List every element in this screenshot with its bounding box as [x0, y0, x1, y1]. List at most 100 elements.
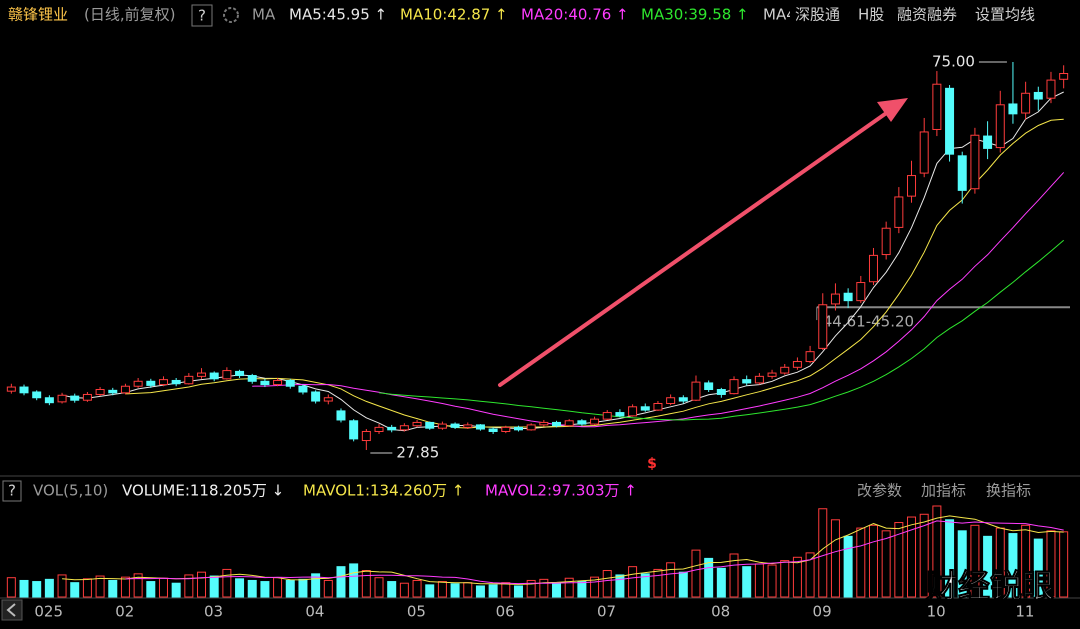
volume-label: VOLUME:118.205万 ↓	[122, 482, 284, 500]
candle-body	[704, 382, 714, 391]
mavol-label: MAVOL1:134.260万 ↑	[303, 482, 464, 500]
volume-bar	[44, 578, 54, 598]
tab[interactable]: 设置均线	[975, 6, 1035, 24]
volume-bar	[247, 579, 257, 598]
volume-bar	[387, 581, 397, 598]
candle-body	[881, 227, 891, 256]
volume-bar	[767, 564, 777, 598]
volume-bar	[235, 578, 245, 598]
volume-bar	[133, 573, 143, 598]
volume-bar	[222, 568, 232, 598]
candle-body	[615, 412, 625, 417]
button[interactable]: 加指标	[921, 482, 966, 500]
candle-body	[349, 420, 359, 440]
ma-label: MA20:40.76 ↑	[521, 6, 629, 24]
volume-bar	[868, 524, 878, 598]
x-tick-label: 07	[597, 603, 616, 621]
candle-body	[539, 421, 549, 426]
candle-body	[843, 292, 853, 302]
candle-body	[19, 386, 29, 394]
candle-body	[742, 379, 752, 384]
volume-bar	[919, 513, 929, 598]
volume-bar	[1008, 533, 1018, 598]
settings-icon[interactable]	[223, 7, 239, 23]
candle-body	[374, 426, 384, 432]
volume-bar	[983, 535, 993, 598]
volume-bar	[729, 553, 739, 598]
arrow-shaft	[498, 112, 887, 387]
volume-bar	[640, 573, 650, 598]
button[interactable]: 改参数	[857, 482, 902, 500]
help[interactable]: ?	[8, 482, 16, 500]
volume-bar	[932, 505, 942, 598]
candle-body	[285, 379, 295, 387]
volume-bar	[513, 585, 523, 598]
candle-body	[184, 375, 194, 385]
volume-bar	[399, 582, 409, 598]
candle-body	[1059, 73, 1069, 80]
help[interactable]: ?	[198, 7, 206, 25]
arrow-head	[877, 98, 908, 122]
volume-bar	[6, 577, 16, 598]
volume-bar	[120, 576, 130, 598]
tab[interactable]: H股	[858, 6, 884, 24]
x-tick-label: 08	[711, 603, 730, 621]
candle-body	[247, 375, 257, 382]
candle-body	[780, 366, 790, 374]
help-box[interactable]	[2, 480, 22, 502]
volume-bar	[349, 563, 359, 598]
volume-bar	[323, 579, 333, 598]
ma-prefix: MA	[252, 6, 276, 24]
tab[interactable]: 融资融券	[897, 6, 957, 24]
volume-bar	[298, 578, 308, 598]
candle-body	[146, 380, 156, 386]
candle-body	[6, 386, 16, 392]
volume-bar	[666, 562, 676, 598]
candle-body	[552, 421, 562, 427]
candle-body	[336, 410, 346, 421]
candle-body	[590, 418, 600, 425]
candle-body	[894, 196, 904, 228]
candle-body	[513, 426, 523, 431]
volume-bar	[564, 577, 574, 598]
candle-body	[488, 428, 498, 432]
candle-body	[754, 375, 764, 384]
volume-bar	[95, 575, 105, 598]
candle-body	[108, 389, 118, 394]
help-box[interactable]	[191, 4, 213, 27]
x-tick-label: 02	[115, 603, 134, 621]
tab[interactable]: MA4	[763, 6, 796, 24]
volume-bar	[742, 566, 752, 598]
candle-body	[995, 104, 1005, 149]
volume-bar	[209, 575, 219, 598]
volume-bar	[602, 570, 612, 598]
subtitle: (日线,前复权)	[84, 6, 175, 24]
volume-bar	[691, 549, 701, 598]
volume-bar	[450, 583, 460, 598]
button[interactable]: 换指标	[986, 482, 1031, 500]
scroll-button[interactable]	[1, 599, 23, 621]
tab[interactable]: 深股通	[795, 6, 840, 24]
volume-bar	[336, 566, 346, 598]
candle-body	[209, 372, 219, 380]
volume-bar	[158, 577, 168, 598]
scroll-icon[interactable]	[6, 603, 16, 617]
watermark: 财经锐眼	[926, 567, 1054, 605]
candle-body	[158, 379, 168, 386]
range-band-label: 44.61-45.20	[823, 313, 914, 331]
stock-name: 赣锋锂业	[8, 6, 68, 24]
volume-bar	[805, 552, 815, 598]
x-tick-label: 025	[34, 603, 63, 621]
volume-bar	[285, 579, 295, 598]
volume-bar	[970, 524, 980, 598]
candle-body	[653, 403, 663, 411]
candle-body	[983, 135, 993, 149]
min-label: 27.85	[396, 444, 439, 462]
x-tick-label: 05	[407, 603, 426, 621]
volume-bar	[361, 570, 371, 598]
candle-body	[526, 424, 536, 431]
candle-body	[919, 131, 929, 174]
ma-label: MA30:39.58 ↑	[641, 6, 749, 24]
candle-body	[70, 395, 80, 401]
